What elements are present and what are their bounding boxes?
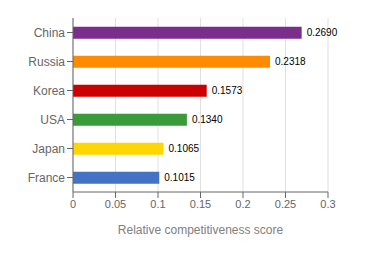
- svg-text:Relative competitiveness score: Relative competitiveness score: [118, 223, 284, 237]
- svg-text:0.1065: 0.1065: [169, 143, 200, 154]
- svg-text:0.1340: 0.1340: [192, 114, 223, 125]
- svg-text:0.2318: 0.2318: [275, 56, 306, 67]
- svg-text:0.25: 0.25: [275, 198, 296, 210]
- svg-text:France: France: [28, 171, 66, 185]
- svg-text:0.15: 0.15: [190, 198, 211, 210]
- svg-text:0.3: 0.3: [320, 198, 335, 210]
- svg-text:0: 0: [70, 198, 76, 210]
- svg-text:0.1015: 0.1015: [164, 172, 195, 183]
- svg-text:0.1573: 0.1573: [212, 85, 243, 96]
- svg-text:China: China: [34, 26, 66, 40]
- svg-text:0.2690: 0.2690: [307, 27, 338, 38]
- svg-text:0.2: 0.2: [235, 198, 250, 210]
- svg-text:Russia: Russia: [28, 55, 65, 69]
- svg-text:0.05: 0.05: [105, 198, 126, 210]
- svg-text:Korea: Korea: [33, 84, 65, 98]
- svg-text:Japan: Japan: [32, 142, 65, 156]
- svg-text:USA: USA: [40, 113, 65, 127]
- svg-text:0.1: 0.1: [150, 198, 165, 210]
